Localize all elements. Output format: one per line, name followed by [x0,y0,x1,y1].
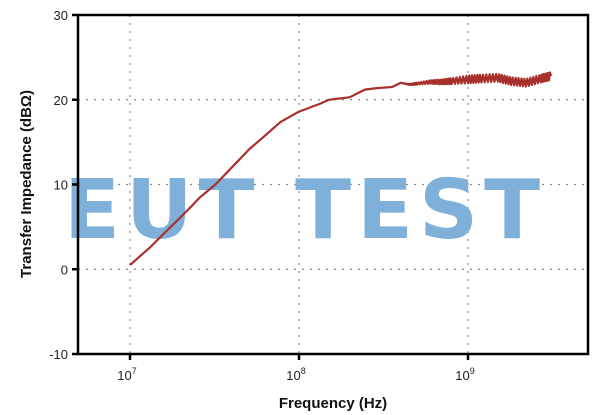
y-tick-label: 10 [54,178,68,193]
grid-lines [78,15,588,354]
y-tick-label: 20 [54,93,68,108]
x-axis-title: Frequency (Hz) [279,395,387,412]
x-tick-label: 108 [286,366,305,383]
y-tick-label: 0 [61,262,68,277]
data-line [129,71,553,266]
y-tick-label: -10 [49,347,68,362]
x-tick-label: 109 [455,366,474,383]
y-tick-label: 30 [54,8,68,23]
y-axis-ticks: -10 0 10 20 30 [49,8,78,362]
x-axis-ticks: 107 108 109 [117,354,475,383]
y-axis-title: Transfer Impedance (dBΩ) [18,90,35,278]
watermark-text: EUT TEST [64,163,546,258]
x-tick-label: 107 [117,366,136,383]
